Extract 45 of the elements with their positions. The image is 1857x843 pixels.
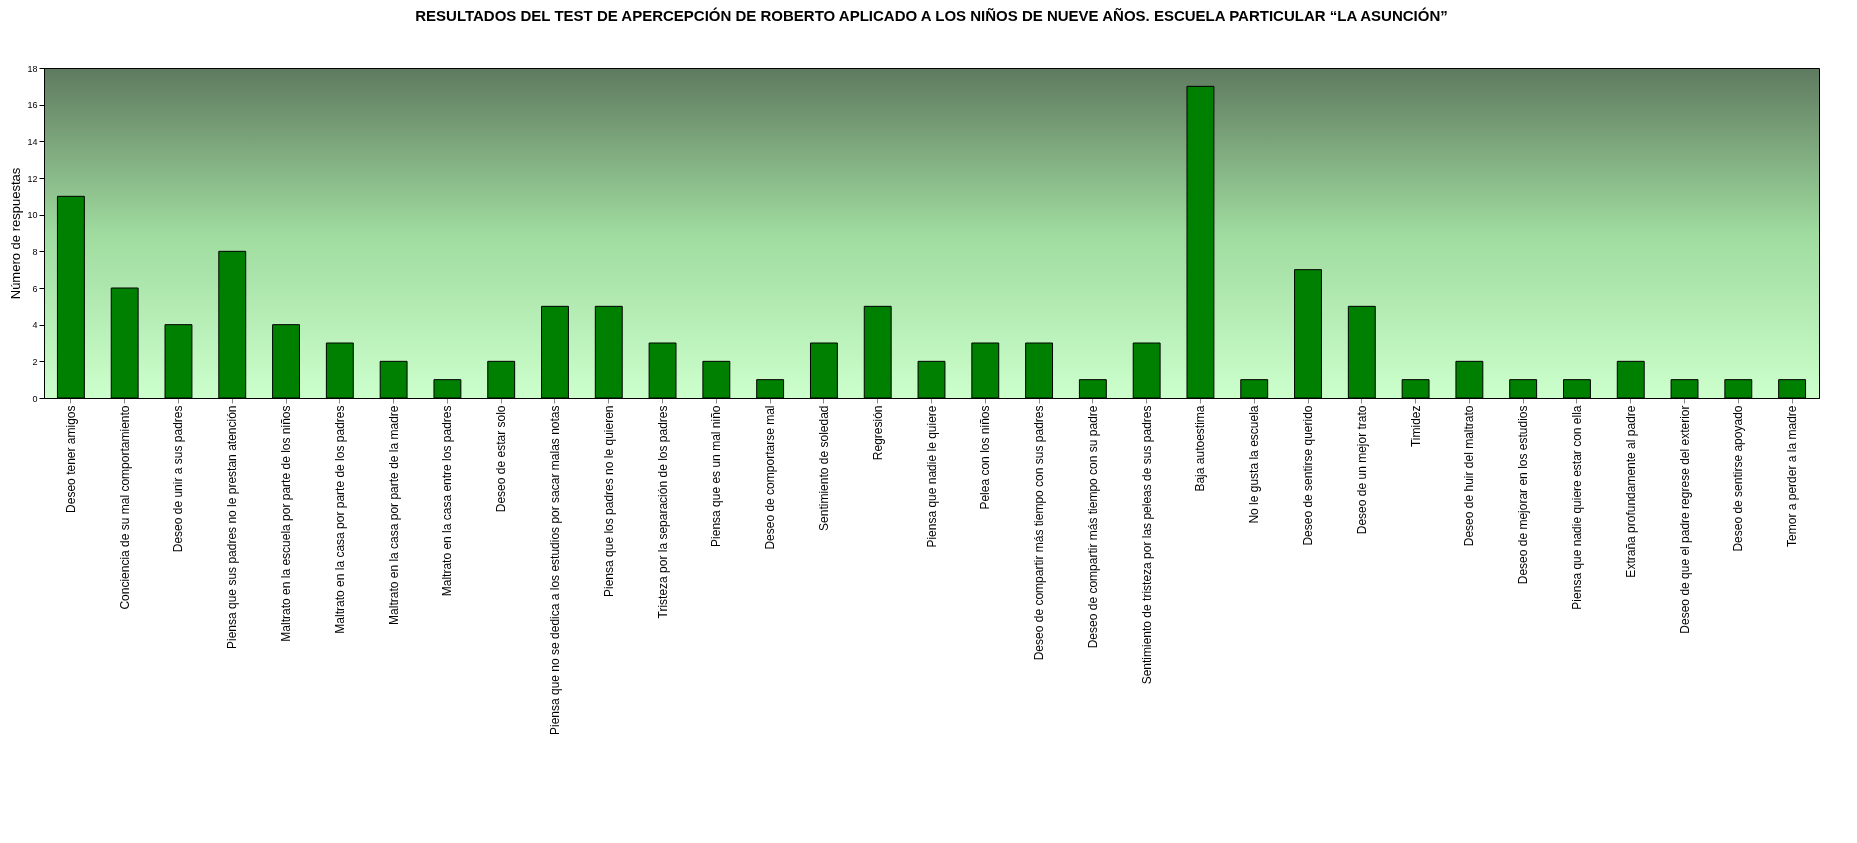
x-tick-label: Extraña profundamente al padre (1623, 405, 1638, 578)
x-tick-label: Pelea con los niños (978, 405, 993, 510)
x-tick-label: Sentimiento de tristeza por las peleas de sus padres (1139, 405, 1154, 685)
x-tick-label: Conciencia de su mal comportamiento (117, 405, 132, 610)
x-tick-label: Piensa que nadie quiere estar con ella (1569, 405, 1584, 610)
y-tick-label: 0 (32, 393, 38, 404)
x-tick-label: Maltrato en la casa entre los padres (440, 405, 455, 597)
x-tick-label: No le gusta la escuela (1247, 405, 1262, 524)
x-tick-label: Maltrato en la casa por parte de los padres (332, 405, 347, 634)
x-tick-label: Piensa que es un mal niño (709, 405, 724, 547)
y-tick-label: 4 (32, 320, 38, 331)
x-tick-label: Piensa que los padres no le quieren (601, 405, 616, 597)
y-tick-label: 14 (27, 136, 38, 147)
x-tick-label: Baja autoestima (1193, 405, 1208, 492)
x-tick-label: Regresión (870, 405, 885, 461)
y-tick-label: 10 (27, 210, 38, 221)
y-tick-label: 18 (27, 63, 38, 74)
x-tick-label: Maltrato en la casa por parte de la madre (386, 405, 401, 625)
x-tick-label: Deseo de que el padre regrese del exterior (1677, 405, 1692, 634)
x-tick-label: Deseo de estar solo (494, 405, 509, 513)
y-tick-label: 16 (27, 100, 38, 111)
x-tick-label: Deseo de compartir más tiempo con sus padres (1032, 405, 1047, 661)
x-tick-label: Timidez (1408, 405, 1423, 448)
x-tick-label: Deseo de huir del maltrato (1462, 405, 1477, 547)
x-tick-label: Piensa que nadie le quiere (924, 405, 939, 548)
x-tick-label: Deseo de compartir más tiempo con su padre (1085, 405, 1100, 649)
y-tick-label: 2 (32, 356, 38, 367)
y-tick-label: 12 (27, 173, 38, 184)
x-tick-label: Deseo de sentirse apoyado (1731, 405, 1746, 552)
x-tick-label: Deseo tener amigos (63, 405, 78, 513)
x-tick-label: Tristeza por la separación de los padres (655, 405, 670, 619)
y-axis-title: Número de respuestas (8, 167, 24, 300)
y-tick-label: 6 (32, 283, 38, 294)
x-tick-label: Piensa que no se dedica a los estudios por sacar malas notas (547, 405, 562, 736)
x-tick-label: Piensa que sus padres no le prestan atención (225, 405, 240, 649)
chart-title: RESULTADOS DEL TEST DE APERCEPCIÓN DE ROBERTO APLICADO A LOS NIÑOS DE NUEVE AÑOS. ESCUELA PARTICULAR “LA ASUNCIÓN” (415, 7, 1448, 24)
x-tick-label: Deseo de sentirse querido (1301, 405, 1316, 546)
x-tick-label: Deseo de unir a sus padres (171, 405, 186, 553)
x-tick-label: Sentimiento de soledad (816, 405, 831, 531)
x-tick-label: Maltrato en la escuela por parte de los niños (279, 405, 294, 642)
y-tick-label: 8 (32, 246, 38, 257)
x-tick-label: Deseo de comportarse mal (763, 405, 778, 550)
x-tick-label: Deseo de un mejor trato (1354, 405, 1369, 535)
x-tick-label: Deseo de mejorar en los estudios (1516, 405, 1531, 585)
x-tick-label: Temor a perder a la madre (1785, 405, 1800, 547)
